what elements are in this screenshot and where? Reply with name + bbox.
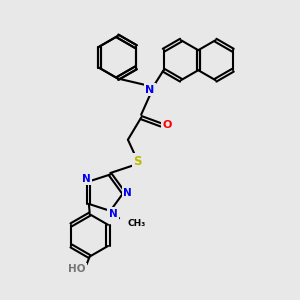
Text: S: S [134,155,142,168]
Text: CH₃: CH₃ [128,219,146,228]
Text: N: N [82,173,90,184]
Text: HO: HO [68,264,85,274]
Text: N: N [109,209,118,219]
Text: N: N [146,85,154,94]
Text: N: N [123,188,132,198]
Text: O: O [162,120,172,130]
